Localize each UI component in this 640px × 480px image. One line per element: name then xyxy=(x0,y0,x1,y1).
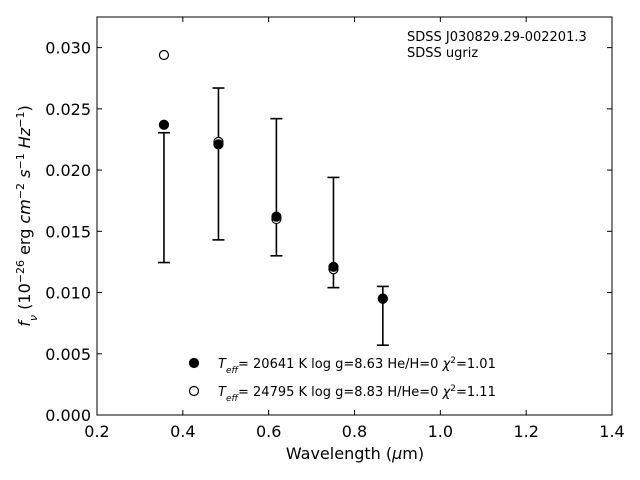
x-tick-label: 1.4 xyxy=(599,422,624,441)
x-tick-label: 0.8 xyxy=(342,422,367,441)
plot-area xyxy=(157,49,389,346)
plot-frame xyxy=(96,16,613,416)
legend-marker-open xyxy=(188,385,200,397)
annotation-object-name: SDSS J030829.29-002201.3 xyxy=(407,30,587,45)
y-tick-label: 0.010 xyxy=(45,284,91,303)
x-axis-label: Wavelength (μm) xyxy=(286,444,424,463)
legend-marker-filled xyxy=(188,357,200,369)
y-tick-label: 0.015 xyxy=(45,222,91,241)
model-point-filled xyxy=(271,211,282,222)
x-tick-label: 0.2 xyxy=(84,422,109,441)
y-tick-label: 0.005 xyxy=(45,345,91,364)
legend-entry-2: Teff= 24795 K log g=8.83 H/He=0 χ2=1.11 xyxy=(218,384,496,404)
y-tick-label: 0.030 xyxy=(45,39,91,58)
x-tick-label: 0.4 xyxy=(170,422,195,441)
annotation-filters: SDSS ugriz xyxy=(407,46,478,61)
model-point-filled xyxy=(328,261,339,272)
y-axis-label: fν (10−26 erg cm−2 s−1 Hz−1) xyxy=(14,105,40,326)
y-tick-label: 0.025 xyxy=(45,100,91,119)
legend: Teff= 20641 K log g=8.63 He/H=0 χ2=1.01 … xyxy=(188,356,496,404)
x-tick-label: 1.2 xyxy=(513,422,538,441)
legend-entry-1: Teff= 20641 K log g=8.63 He/H=0 χ2=1.01 xyxy=(218,356,496,376)
x-tick-label: 0.6 xyxy=(256,422,281,441)
model-point-open xyxy=(158,49,170,61)
model-point-filled xyxy=(377,293,388,304)
x-tick-label: 1.0 xyxy=(428,422,453,441)
model-point-filled xyxy=(213,139,224,150)
axes: 0.2 0.4 0.6 0.8 1.0 1.2 1.4 0.000 0.005 0.010 0.01… xyxy=(45,16,625,441)
model-point-filled xyxy=(158,119,170,130)
y-tick-label: 0.020 xyxy=(45,161,91,180)
y-tick-label: 0.000 xyxy=(45,406,91,425)
